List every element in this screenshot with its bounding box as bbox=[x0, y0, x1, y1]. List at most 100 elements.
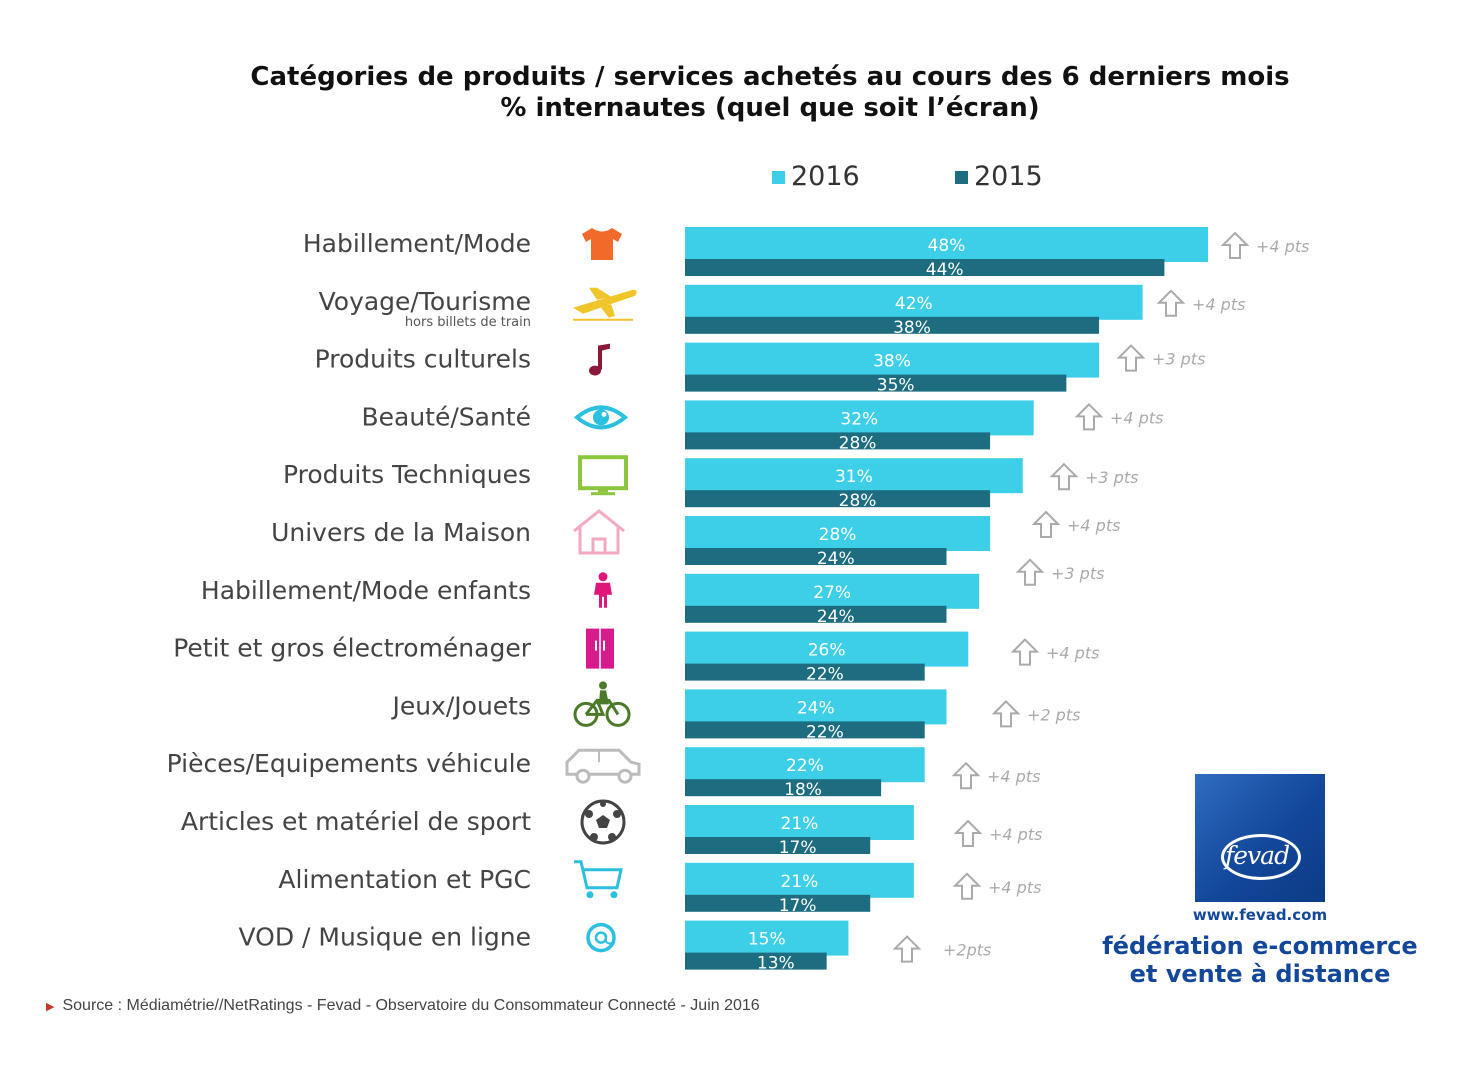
legend-label-2015: 2015 bbox=[974, 161, 1043, 192]
delta-label: +2 pts bbox=[1027, 705, 1080, 724]
bar-label-2016: 28% bbox=[819, 525, 857, 545]
bar-2016 bbox=[685, 516, 991, 551]
bar-label-2015: 17% bbox=[779, 838, 817, 858]
category-label: Habillement/Mode bbox=[303, 229, 531, 258]
bar-label-2016: 21% bbox=[781, 872, 819, 892]
category-label: Alimentation et PGC bbox=[278, 865, 531, 894]
delta-label: +2pts bbox=[943, 941, 991, 960]
source-text: Source : Médiamétrie//NetRatings - Fevad… bbox=[62, 997, 760, 1014]
delta-label: +4 pts bbox=[1192, 295, 1245, 314]
bar-2016 bbox=[685, 862, 914, 898]
delta-label: +3 pts bbox=[1152, 350, 1205, 369]
bar-label-2015: 22% bbox=[806, 722, 844, 742]
chart-title: Catégories de produits / services acheté… bbox=[0, 62, 1469, 124]
legend-item-2015: 2015 bbox=[955, 160, 1043, 194]
category-label: Univers de la Maison bbox=[271, 518, 531, 547]
delta-label: +4 pts bbox=[987, 767, 1040, 786]
bar-2015 bbox=[685, 721, 925, 739]
category-label: Jeux/Jouets bbox=[390, 691, 531, 720]
legend-swatch-2015 bbox=[955, 171, 968, 184]
bar-label-2015: 28% bbox=[839, 433, 877, 453]
category-note: hors billets de train bbox=[405, 315, 531, 330]
category-label: Habillement/Mode enfants bbox=[201, 576, 531, 605]
chart-title-line2: % internautes (quel que soit l’écran) bbox=[500, 93, 1040, 123]
bar-label-2015: 13% bbox=[757, 954, 795, 974]
delta-label: +4 pts bbox=[1067, 516, 1120, 535]
up-arrow-icon bbox=[1049, 462, 1079, 491]
fridge-icon bbox=[586, 628, 614, 669]
up-arrow-icon bbox=[951, 761, 981, 790]
bar-2016 bbox=[685, 227, 1208, 262]
bar-label-2016: 32% bbox=[840, 409, 878, 429]
bar-label-2015: 35% bbox=[877, 376, 915, 396]
bar-2015 bbox=[685, 779, 882, 797]
bar-2015 bbox=[685, 837, 871, 854]
up-arrow-icon bbox=[1116, 344, 1146, 372]
music-note-icon bbox=[589, 343, 610, 376]
bar-2015 bbox=[685, 490, 991, 508]
bar-2016 bbox=[685, 400, 1034, 436]
chart-title-line1: Catégories de produits / services acheté… bbox=[250, 62, 1290, 92]
bar-label-2015: 22% bbox=[806, 665, 844, 685]
bar-2015 bbox=[685, 548, 947, 565]
fevad-logo: fevad bbox=[1195, 774, 1325, 902]
bar-2016 bbox=[685, 631, 969, 667]
at-sign-icon bbox=[586, 922, 616, 953]
category-label: VOD / Musique en ligne bbox=[239, 923, 532, 952]
bar-2015 bbox=[685, 316, 1100, 334]
up-arrow-icon bbox=[952, 872, 982, 900]
up-arrow-icon bbox=[1015, 558, 1045, 586]
bar-label-2016: 24% bbox=[797, 698, 835, 718]
up-arrow-icon bbox=[1031, 510, 1061, 538]
bar-2016 bbox=[685, 689, 947, 725]
tshirt-icon bbox=[582, 228, 622, 260]
bar-label-2016: 15% bbox=[748, 930, 786, 950]
bar-label-2016: 42% bbox=[895, 294, 933, 314]
bar-2016 bbox=[685, 573, 980, 609]
delta-label: +4 pts bbox=[1110, 408, 1163, 427]
delta-label: +4 pts bbox=[1256, 237, 1309, 256]
delta-label: +3 pts bbox=[1051, 564, 1104, 583]
eye-icon bbox=[573, 405, 629, 430]
bar-label-2015: 18% bbox=[784, 780, 822, 800]
logo-word: fevad bbox=[1225, 841, 1290, 870]
delta-label: +4 pts bbox=[989, 825, 1042, 844]
bar-label-2015: 44% bbox=[926, 260, 964, 280]
bar-label-2016: 31% bbox=[835, 467, 873, 487]
airplane-icon bbox=[573, 287, 637, 321]
logo-oval bbox=[1221, 834, 1301, 880]
bar-2015 bbox=[685, 432, 991, 450]
bullet-triangle-icon: ▶ bbox=[46, 1001, 55, 1013]
fevad-tagline-line1: fédération e-commerce bbox=[1102, 932, 1418, 960]
legend-swatch-2016 bbox=[772, 171, 785, 184]
category-label: Voyage/Tourisme bbox=[319, 287, 531, 316]
fevad-url[interactable]: www.fevad.com bbox=[1192, 906, 1328, 924]
bar-2016 bbox=[685, 342, 1100, 378]
bar-label-2016: 21% bbox=[781, 814, 819, 834]
house-icon bbox=[573, 509, 625, 555]
bar-label-2016: 27% bbox=[813, 583, 851, 603]
category-label: Produits culturels bbox=[315, 345, 531, 374]
bar-2016 bbox=[685, 284, 1143, 320]
category-label: Produits Techniques bbox=[283, 460, 531, 489]
bar-label-2016: 38% bbox=[873, 352, 911, 372]
up-arrow-icon bbox=[991, 699, 1021, 728]
up-arrow-icon bbox=[1074, 402, 1104, 431]
bar-2016 bbox=[685, 458, 1023, 494]
bar-2015 bbox=[685, 259, 1165, 276]
football-icon bbox=[580, 799, 626, 845]
category-label: Beauté/Santé bbox=[361, 402, 531, 431]
bar-label-2015: 24% bbox=[817, 607, 855, 627]
bar-label-2015: 17% bbox=[779, 896, 817, 916]
up-arrow-icon bbox=[1220, 231, 1250, 259]
up-arrow-icon bbox=[1156, 289, 1186, 317]
bar-2016 bbox=[685, 805, 914, 840]
bar-label-2016: 48% bbox=[928, 236, 966, 256]
bar-label-2015: 24% bbox=[817, 549, 855, 569]
bar-2015 bbox=[685, 374, 1067, 392]
bar-2016 bbox=[685, 920, 849, 956]
up-arrow-icon bbox=[953, 819, 983, 847]
bar-label-2015: 28% bbox=[839, 491, 877, 511]
up-arrow-icon bbox=[892, 935, 922, 963]
bar-label-2015: 38% bbox=[893, 318, 931, 338]
